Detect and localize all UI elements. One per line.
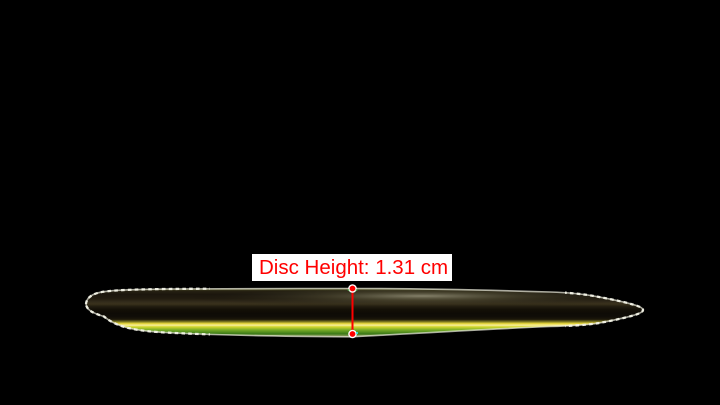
svg-text:Disc Height: 1.31 cm: Disc Height: 1.31 cm xyxy=(259,256,448,279)
